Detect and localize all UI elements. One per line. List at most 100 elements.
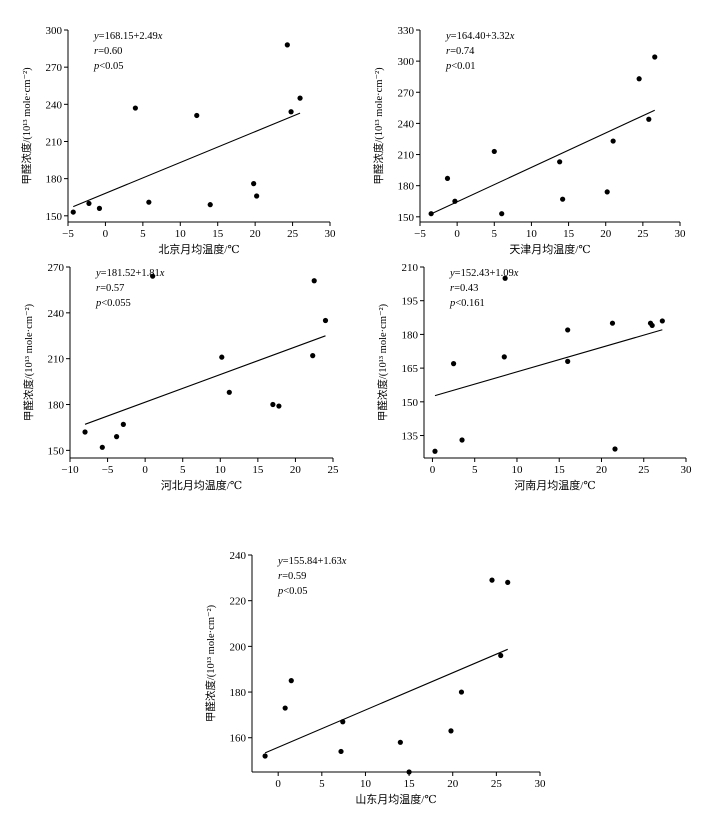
y-tick-label: 135 xyxy=(402,431,419,443)
x-axis-label: 北京月均温度/℃ xyxy=(158,242,239,256)
y-tick-label: 150 xyxy=(402,397,419,409)
data-point-1 xyxy=(82,429,88,435)
x-tick-label: 0 xyxy=(103,228,109,240)
y-axis-label: 甲醛浓度/(10¹³ mole·cm⁻²) xyxy=(20,67,33,185)
data-point-8 xyxy=(270,401,276,408)
x-tick-label: 15 xyxy=(212,228,224,240)
x-tick-label: 20 xyxy=(290,464,302,476)
data-point-10 xyxy=(284,42,290,48)
annotation-3: p<0.055 xyxy=(95,298,131,309)
x-tick-label: 0 xyxy=(142,464,148,476)
data-point-7 xyxy=(565,358,571,364)
data-point-5 xyxy=(340,719,346,725)
x-tick-label: 15 xyxy=(252,464,264,476)
data-point-3 xyxy=(96,205,103,211)
chart-panel-3: −10 −5 0 5 10 15 20 25 150 180 210 240 270 河北月均温度/℃ 甲醛… xyxy=(22,262,339,492)
data-point-11 xyxy=(498,652,504,659)
y-tick-label: 330 xyxy=(398,25,415,37)
data-point-9 xyxy=(612,446,618,452)
y-tick-label: 220 xyxy=(230,596,247,608)
y-tick-label: 210 xyxy=(48,354,65,366)
regression-line xyxy=(264,648,508,754)
data-point-8 xyxy=(609,320,616,326)
data-point-1 xyxy=(70,209,76,215)
y-tick-label: 240 xyxy=(398,118,415,130)
y-tick-label: 180 xyxy=(402,329,419,341)
y-tick-label: 165 xyxy=(402,363,419,375)
x-tick-label: 20 xyxy=(596,464,608,476)
chart-panel-5: 0 5 10 15 20 25 30 160 180 200 220 240 山东月均温度/℃ 甲醛浓度/… xyxy=(204,550,546,806)
x-tick-label: 5 xyxy=(180,464,186,476)
y-tick-label: 210 xyxy=(46,136,63,148)
data-point-7 xyxy=(226,389,232,395)
data-point-3 xyxy=(452,198,458,204)
y-tick-label: 240 xyxy=(48,308,65,320)
y-tick-label: 160 xyxy=(230,733,247,745)
data-point-9 xyxy=(276,403,282,409)
y-axis-label: 甲醛浓度/(10¹³ mole·cm⁻²) xyxy=(376,303,389,421)
data-point-2 xyxy=(282,705,288,711)
annotation-1: y=181.52+1.81x xyxy=(95,268,165,279)
data-point-12 xyxy=(322,317,329,324)
regression-line xyxy=(84,335,326,425)
y-tick-label: 150 xyxy=(46,211,63,223)
x-tick-label: 30 xyxy=(535,778,547,790)
data-point-11 xyxy=(288,109,294,115)
data-point-2 xyxy=(450,361,457,367)
x-tick-label: 15 xyxy=(404,778,416,790)
data-point-4 xyxy=(132,105,138,111)
annotation-1: y=164.40+3.32x xyxy=(445,31,515,42)
data-point-7 xyxy=(560,196,566,202)
data-point-2 xyxy=(86,200,92,207)
data-point-7 xyxy=(207,202,213,208)
regression-line xyxy=(73,112,301,208)
data-point-10 xyxy=(489,577,495,583)
y-tick-label: 150 xyxy=(398,212,415,224)
data-point-6 xyxy=(557,159,563,165)
data-point-12 xyxy=(659,318,665,324)
annotation-2: r=0.60 xyxy=(94,46,122,57)
data-point-3 xyxy=(113,434,120,440)
data-point-11 xyxy=(646,116,652,122)
x-tick-label: 5 xyxy=(319,778,325,790)
data-point-1 xyxy=(262,753,268,759)
x-tick-label: 0 xyxy=(430,464,436,476)
x-tick-label: 10 xyxy=(215,464,227,476)
data-point-3 xyxy=(459,437,465,443)
x-tick-label: 25 xyxy=(638,464,650,476)
x-axis-label: 天津月均温度/℃ xyxy=(509,242,590,256)
x-tick-label: 15 xyxy=(563,228,575,240)
annotation-2: r=0.43 xyxy=(450,283,478,294)
x-tick-label: 25 xyxy=(491,778,503,790)
x-tick-label: 5 xyxy=(472,464,478,476)
y-tick-label: 180 xyxy=(46,174,63,186)
y-tick-label: 270 xyxy=(48,262,65,274)
x-tick-label: 25 xyxy=(637,228,649,240)
y-tick-label: 270 xyxy=(398,87,415,99)
y-tick-label: 210 xyxy=(398,150,415,162)
y-axis-label: 甲醛浓度/(10¹³ mole·cm⁻²) xyxy=(22,303,35,421)
data-point-6 xyxy=(194,112,200,119)
x-tick-label: 10 xyxy=(526,228,538,240)
y-tick-label: 240 xyxy=(230,550,247,562)
data-point-10 xyxy=(310,353,316,359)
data-point-5 xyxy=(502,275,508,281)
annotation-3: p<0.161 xyxy=(449,298,485,309)
x-tick-label: 25 xyxy=(287,228,299,240)
chart-panel-2: −5 0 5 10 15 20 25 30 150 180 210 240 270 300 330 天津月均温… xyxy=(372,25,686,256)
y-axis-label: 甲醛浓度/(10¹³ mole·cm⁻²) xyxy=(204,604,217,722)
data-point-5 xyxy=(146,199,152,205)
data-point-12 xyxy=(297,95,303,101)
y-tick-label: 240 xyxy=(46,99,63,111)
x-tick-label: 0 xyxy=(275,778,281,790)
annotation-2: r=0.74 xyxy=(446,46,475,57)
x-tick-label: 5 xyxy=(140,228,146,240)
x-tick-label: 20 xyxy=(447,778,459,790)
data-point-11 xyxy=(311,278,317,284)
x-tick-label: 15 xyxy=(554,464,566,476)
x-tick-label: 10 xyxy=(511,464,523,476)
data-point-4 xyxy=(120,421,126,427)
data-point-12 xyxy=(652,54,658,60)
data-point-9 xyxy=(610,138,616,144)
